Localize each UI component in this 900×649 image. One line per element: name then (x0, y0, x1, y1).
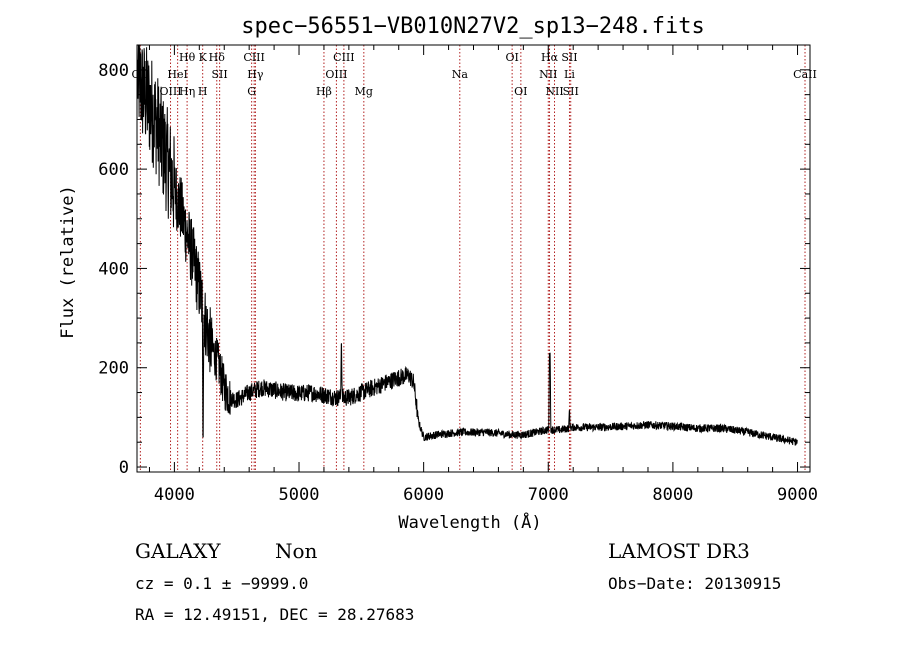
y-tick-label: 200 (98, 359, 129, 379)
spectral-line-markers (139, 45, 806, 472)
x-axis-label: Wavelength (Å) (398, 511, 541, 533)
y-tick-label: 600 (98, 160, 129, 180)
survey-name: LAMOST DR3 (608, 539, 750, 563)
marker-label: H (198, 85, 208, 98)
marker-label: SII (212, 68, 228, 81)
marker-label: SII (563, 85, 579, 98)
y-tick-label: 0 (119, 458, 129, 478)
marker-label: Hβ (316, 85, 332, 98)
marker-label: OI (505, 51, 518, 64)
x-tick-label: 8000 (652, 485, 693, 505)
x-tick-label: 6000 (403, 485, 444, 505)
ra-dec-line: RA = 12.49151, DEC = 28.27683 (135, 605, 414, 624)
spectrum-line (137, 44, 798, 446)
marker-label: Hα (541, 51, 559, 64)
object-class: GALAXY (135, 539, 221, 563)
marker-label: OIII (159, 85, 181, 98)
chart-title: spec−56551−VB010N27V2_sp13−248.fits (241, 14, 705, 39)
x-tick-label: 5000 (279, 485, 320, 505)
marker-label: CIII (333, 51, 354, 64)
x-tick-label: 4000 (154, 485, 195, 505)
object-subclass: Non (275, 539, 318, 563)
marker-label: NII (539, 68, 557, 81)
marker-label: OIII (325, 68, 347, 81)
obs-date: Obs−Date: 20130915 (608, 574, 781, 593)
marker-label: Na (452, 68, 469, 81)
x-axis: 4000 5000 6000 7000 8000 9000 (148, 45, 818, 505)
marker-label: Mg (355, 85, 373, 98)
marker-label: K (199, 51, 208, 64)
marker-label: Hγ (247, 68, 264, 81)
y-axis: 0 200 400 600 800 (98, 61, 810, 478)
marker-label: HeI (167, 68, 187, 81)
y-tick-label: 800 (98, 61, 129, 81)
x-tick-label: 9000 (777, 485, 818, 505)
plot-frame (136, 44, 811, 473)
marker-label: Hθ (179, 51, 196, 64)
marker-label: OI (514, 85, 527, 98)
marker-label: CaII (793, 68, 817, 81)
marker-label: Hδ (209, 51, 226, 64)
y-tick-label: 400 (98, 259, 129, 279)
marker-label: NII (545, 85, 563, 98)
marker-label: SII (561, 51, 577, 64)
y-axis-label: Flux (relative) (58, 185, 78, 339)
marker-label: Hη (179, 85, 195, 98)
x-tick-label: 7000 (528, 485, 569, 505)
marker-label: Li (564, 68, 575, 81)
redshift-line: cz = 0.1 ± −9999.0 (135, 574, 308, 593)
marker-label: CIII (243, 51, 264, 64)
marker-label: G (247, 85, 256, 98)
